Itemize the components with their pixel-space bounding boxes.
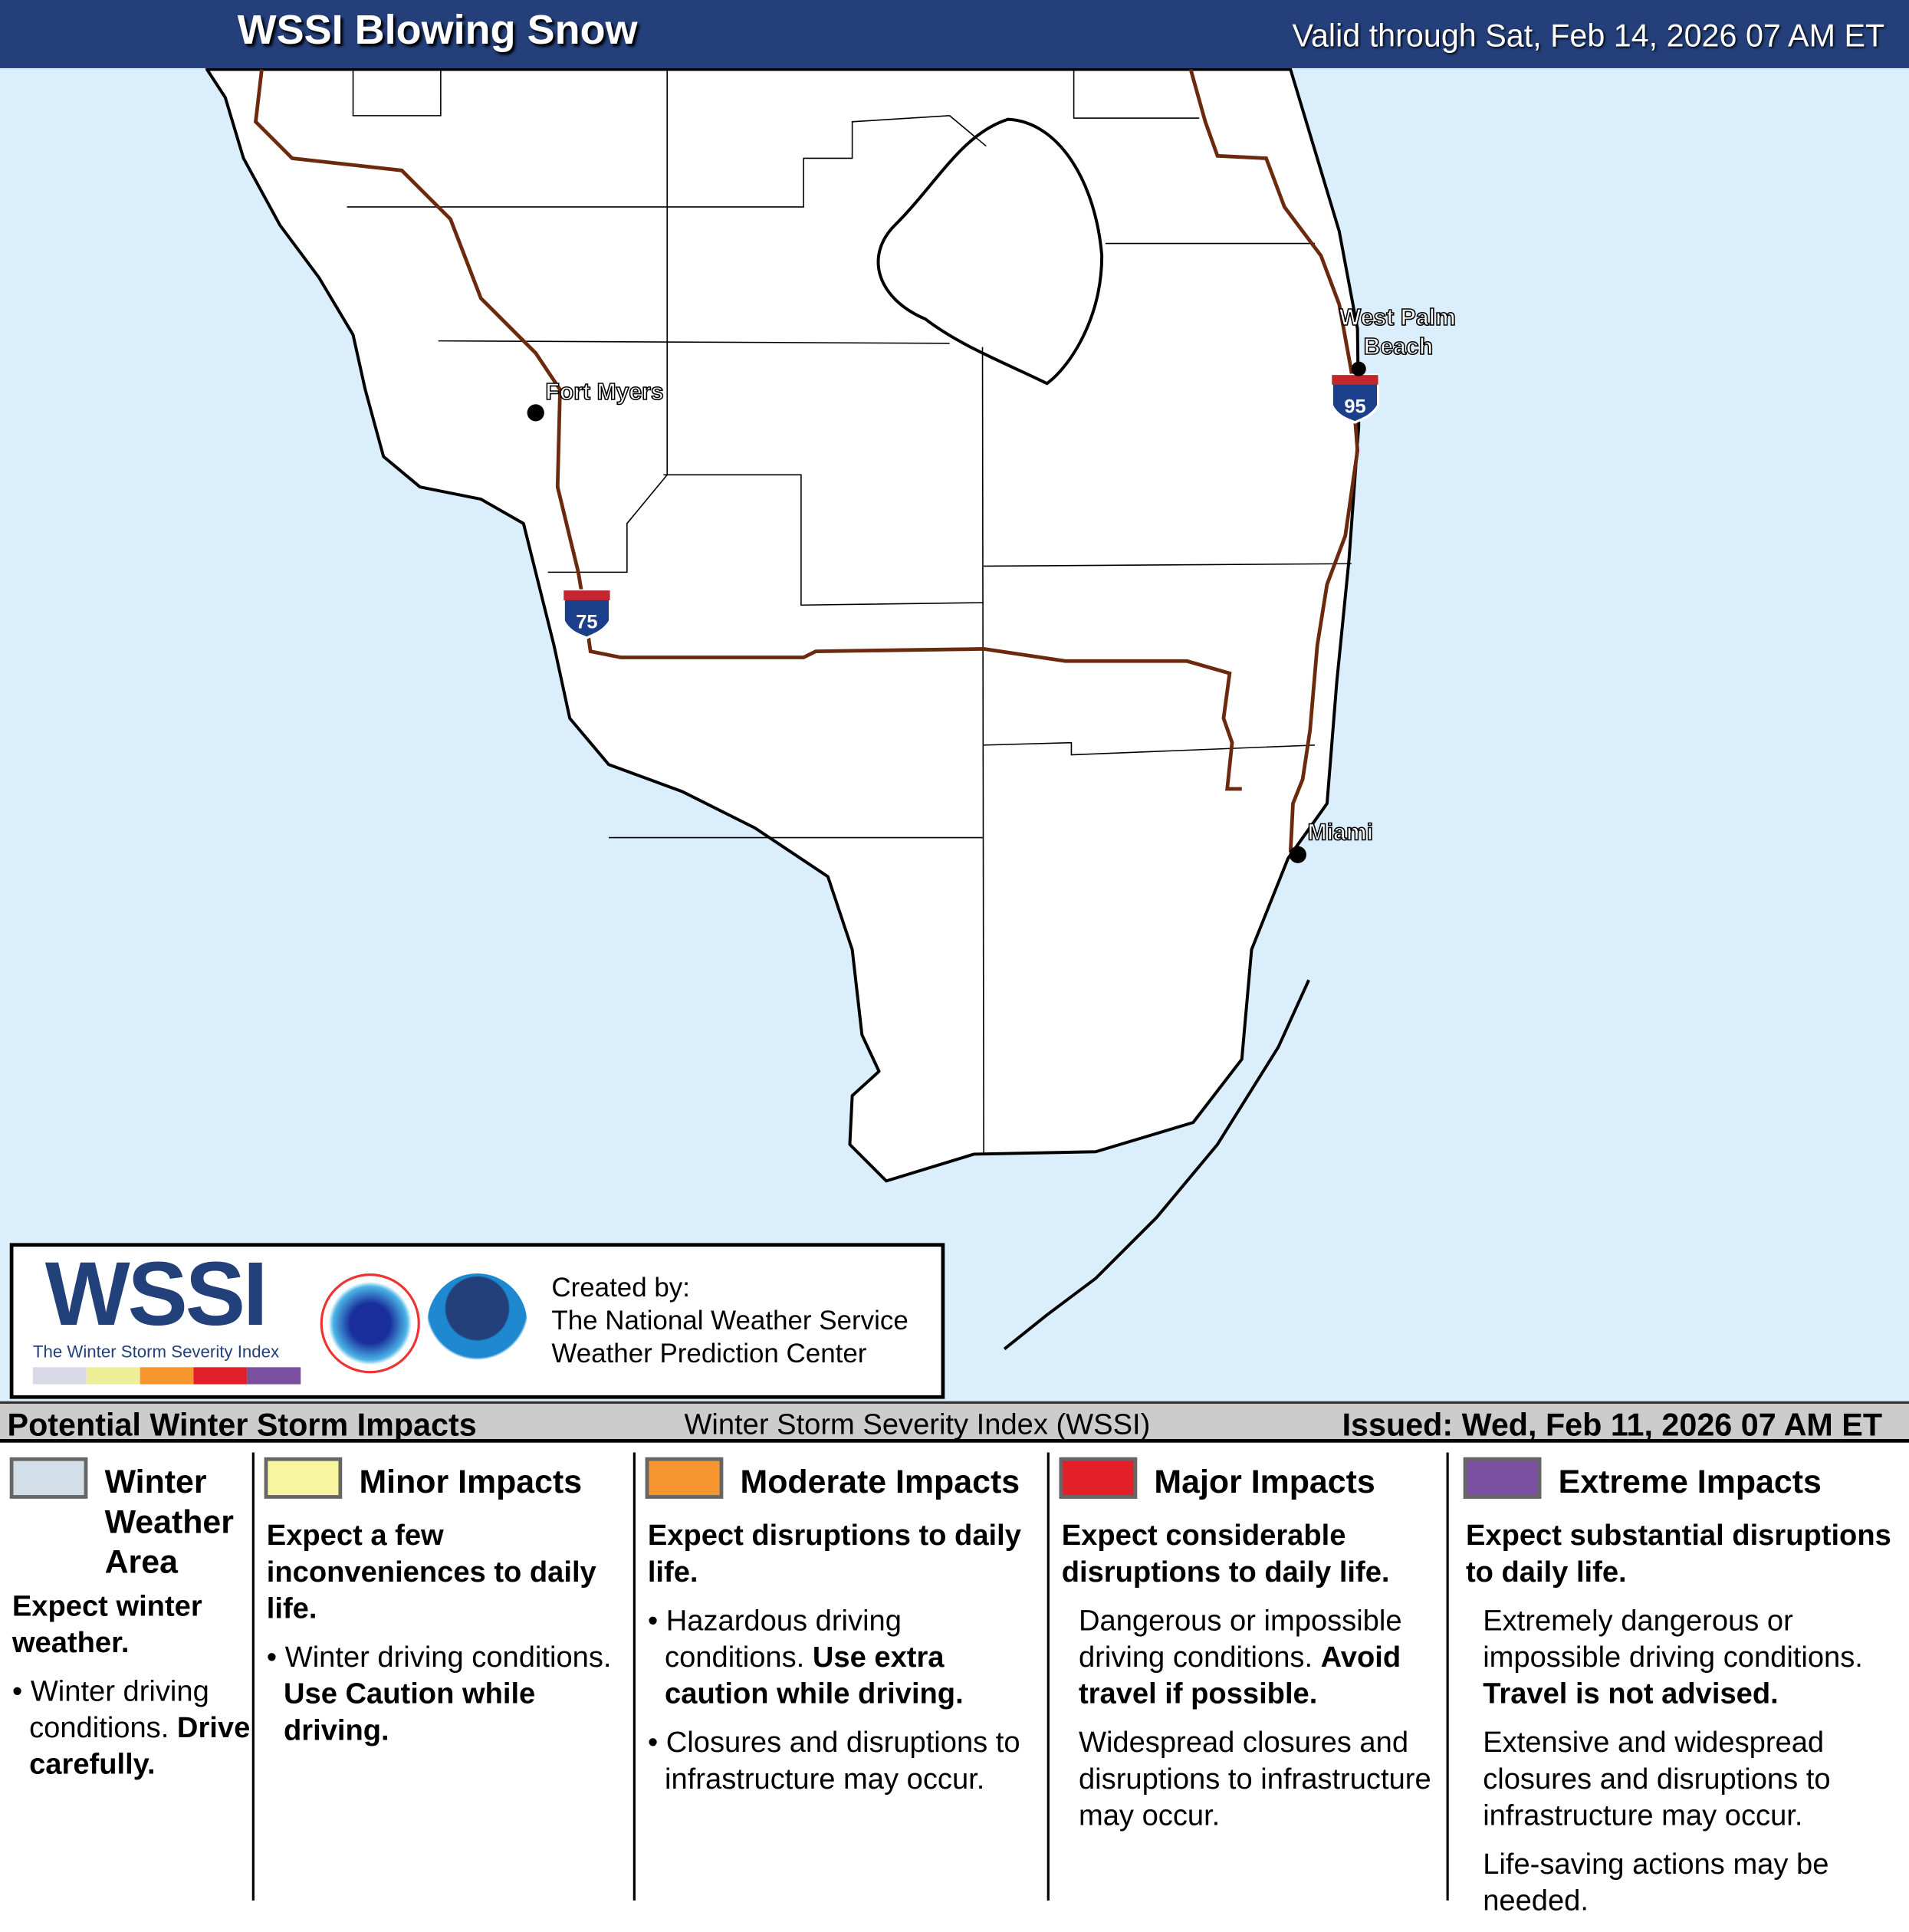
nws-logo [320, 1273, 420, 1374]
map-title: WSSI Blowing Snow [237, 7, 638, 54]
moderate-swatch [645, 1457, 724, 1499]
wssi-logo: WSSI [44, 1243, 268, 1345]
county-lines [347, 69, 1352, 1155]
legend-moderate-impacts: Moderate Impacts Expect disruptions to d… [636, 1452, 1050, 1901]
legend-extreme-impacts: Extreme Impacts Expect substantial disru… [1449, 1452, 1909, 1917]
city-label-fort-myers: Fort Myers [545, 380, 665, 406]
legend-body: Expect disruptions to daily life. • Haza… [647, 1519, 1021, 1796]
legend-minor-impacts: Minor Impacts Expect a few inconvenience… [255, 1452, 636, 1901]
west-palm-dot [1351, 361, 1366, 376]
legend-body: Expect winter weather. • Winter driving … [12, 1589, 251, 1782]
legend-winter-weather-area: Winter Weather Area Expect winter weathe… [0, 1452, 255, 1901]
i-75-shield: 75 [562, 589, 612, 639]
winter-weather-swatch [9, 1457, 88, 1499]
wssi-logo-subtitle: The Winter Storm Severity Index [32, 1341, 280, 1362]
impacts-heading: Potential Winter Storm Impacts [7, 1406, 477, 1443]
city-label-west-palm: West Palm Beach [1339, 305, 1457, 361]
i-95-shield: 95 [1330, 373, 1380, 424]
noaa-logo [427, 1273, 527, 1374]
credit-text: Created by: The National Weather Service W… [551, 1272, 909, 1368]
legend-title: Minor Impacts [359, 1463, 583, 1500]
wssi-color-bar [32, 1367, 301, 1385]
legend-body: Expect considerable disruptions to daily… [1061, 1519, 1431, 1832]
legend-body: Expect a few inconveniences to daily lif… [266, 1519, 612, 1747]
extreme-swatch [1463, 1457, 1542, 1499]
legend-body: Expect substantial disruptions to daily … [1465, 1519, 1891, 1918]
valid-time: Valid through Sat, Feb 14, 2026 07 AM ET [1292, 17, 1885, 54]
florida-land [205, 67, 1361, 1183]
fort-myers-dot [527, 404, 544, 422]
i-95-number: 95 [1344, 396, 1365, 417]
major-swatch [1059, 1457, 1138, 1499]
i-75 [253, 69, 1242, 791]
legend-major-impacts: Major Impacts Expect considerable disrup… [1050, 1452, 1449, 1901]
impacts-header-strip: Potential Winter Storm Impacts Winter St… [0, 1401, 1909, 1443]
legend-title: Moderate Impacts [740, 1463, 1020, 1500]
impact-legend: Winter Weather Area Expect winter weathe… [0, 1442, 1909, 1917]
i-75-number: 75 [576, 611, 597, 632]
legend-title: Extreme Impacts [1558, 1463, 1822, 1500]
florida-keys [1003, 979, 1310, 1351]
index-name: Winter Storm Severity Index (WSSI) [684, 1408, 1151, 1442]
minor-swatch [264, 1457, 343, 1499]
credit-box: WSSI The Winter Storm Severity Index Cre… [9, 1243, 945, 1399]
miami-dot [1289, 846, 1306, 863]
issued-time: Issued: Wed, Feb 11, 2026 07 AM ET [1342, 1406, 1883, 1443]
legend-title: Winter Weather Area [104, 1463, 234, 1581]
lake-okeechobee [876, 117, 1104, 386]
city-label-miami: Miami [1307, 820, 1374, 847]
legend-title: Major Impacts [1154, 1463, 1375, 1500]
header: WSSI Blowing Snow Valid through Sat, Feb… [0, 0, 1909, 68]
map: 75 95 [205, 67, 1380, 1351]
